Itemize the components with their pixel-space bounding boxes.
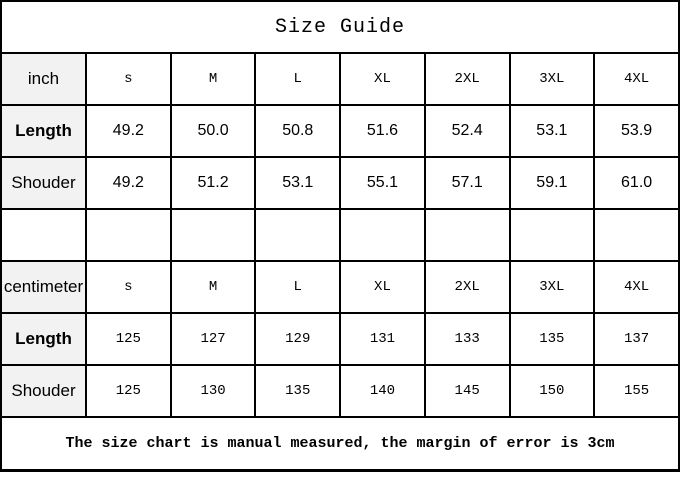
measurement-cell: 61.0 [593, 156, 680, 210]
measurement-cell: 51.2 [169, 156, 257, 210]
measurement-cell: 125 [85, 312, 172, 366]
size-header: XL [339, 52, 426, 106]
size-header: XL [339, 260, 426, 314]
centimeter-row-length: Length 125 127 129 131 133 135 137 [0, 312, 680, 366]
empty-cell [0, 208, 87, 262]
empty-cell [508, 208, 596, 262]
size-header: s [85, 260, 172, 314]
footer-row: The size chart is manual measured, the m… [0, 416, 680, 472]
size-header: M [169, 52, 257, 106]
empty-cell [593, 208, 680, 262]
size-header: 3XL [508, 260, 596, 314]
row-label: Length [0, 312, 87, 366]
empty-cell [339, 208, 426, 262]
size-header: s [85, 52, 172, 106]
measurement-cell: 50.0 [169, 104, 257, 158]
measurement-cell: 140 [339, 364, 426, 418]
empty-cell [254, 208, 342, 262]
measurement-cell: 53.1 [508, 104, 596, 158]
measurement-cell: 145 [423, 364, 511, 418]
size-header: L [254, 260, 342, 314]
inch-row-length: Length 49.2 50.0 50.8 51.6 52.4 53.1 53.9 [0, 104, 680, 158]
measurement-cell: 55.1 [339, 156, 426, 210]
unit-label: centimeter [0, 260, 87, 314]
empty-cell [85, 208, 172, 262]
empty-cell [169, 208, 257, 262]
size-header: M [169, 260, 257, 314]
row-label: Length [0, 104, 87, 158]
size-header: 3XL [508, 52, 596, 106]
size-header: 4XL [593, 52, 680, 106]
measurement-cell: 127 [169, 312, 257, 366]
measurement-cell: 130 [169, 364, 257, 418]
size-header: 4XL [593, 260, 680, 314]
measurement-cell: 155 [593, 364, 680, 418]
inch-header-row: inch s M L XL 2XL 3XL 4XL [0, 52, 680, 106]
size-header: 2XL [423, 52, 511, 106]
measurement-cell: 137 [593, 312, 680, 366]
measurement-cell: 53.9 [593, 104, 680, 158]
measurement-cell: 51.6 [339, 104, 426, 158]
measurement-cell: 52.4 [423, 104, 511, 158]
table-title: Size Guide [0, 0, 680, 54]
measurement-cell: 59.1 [508, 156, 596, 210]
measurement-cell: 135 [254, 364, 342, 418]
measurement-cell: 135 [508, 312, 596, 366]
title-row: Size Guide [0, 0, 680, 54]
measurement-cell: 150 [508, 364, 596, 418]
centimeter-header-row: centimeter s M L XL 2XL 3XL 4XL [0, 260, 680, 314]
unit-label: inch [0, 52, 87, 106]
inch-row-shouder: Shouder 49.2 51.2 53.1 55.1 57.1 59.1 61.0 [0, 156, 680, 210]
measurement-cell: 57.1 [423, 156, 511, 210]
measurement-cell: 50.8 [254, 104, 342, 158]
footer-note: The size chart is manual measured, the m… [0, 416, 680, 472]
empty-cell [423, 208, 511, 262]
measurement-cell: 133 [423, 312, 511, 366]
row-label: Shouder [0, 364, 87, 418]
measurement-cell: 49.2 [85, 156, 172, 210]
size-header: 2XL [423, 260, 511, 314]
measurement-cell: 49.2 [85, 104, 172, 158]
measurement-cell: 53.1 [254, 156, 342, 210]
centimeter-row-shouder: Shouder 125 130 135 140 145 150 155 [0, 364, 680, 418]
measurement-cell: 131 [339, 312, 426, 366]
measurement-cell: 125 [85, 364, 172, 418]
size-header: L [254, 52, 342, 106]
row-label: Shouder [0, 156, 87, 210]
size-guide-table: Size Guide inch s M L XL 2XL 3XL 4XL Length 49.2 5… [0, 0, 680, 472]
measurement-cell: 129 [254, 312, 342, 366]
spacer-row [0, 208, 680, 262]
